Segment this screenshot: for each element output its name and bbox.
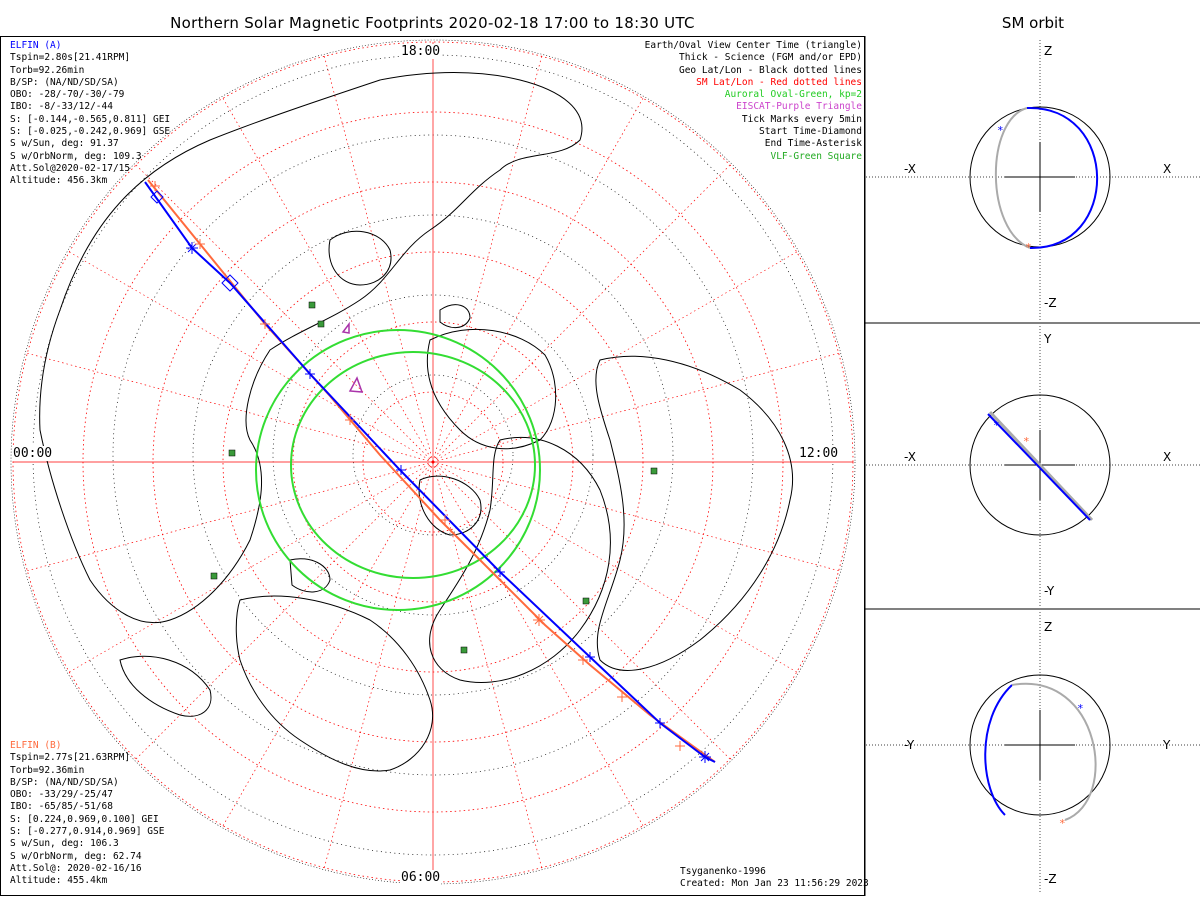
info-line: S: [-0.277,0.914,0.969] GSE: [10, 826, 165, 838]
panel1-right-label: X: [1163, 162, 1172, 176]
elfin-a-header: ELFIN (A): [10, 40, 62, 51]
svg-text:*: *: [993, 419, 1000, 432]
elfin-a-track: [144, 181, 716, 763]
panel3-left-label: -Y: [904, 738, 915, 752]
sm-meridian: [69, 461, 434, 673]
info-line: IBO: -65/85/-51/68: [10, 801, 113, 813]
mlt-label-top: 18:00: [400, 44, 442, 59]
elfin-b-track: [147, 179, 716, 763]
panel1-left-label: -X: [904, 162, 916, 176]
elfin-b-header: ELFIN (B): [10, 740, 62, 751]
info-line: S: [-0.144,-0.565,0.811] GEI: [10, 113, 171, 125]
sm-meridian: [323, 461, 434, 868]
legend-item: VLF-Green Square: [770, 150, 862, 162]
info-line: Altitude: 456.3km: [10, 175, 108, 187]
info-line: OBO: -28/-70/-30/-79: [10, 89, 125, 101]
mlt-label-right: 12:00: [798, 446, 840, 461]
svg-text:*: *: [1023, 435, 1030, 448]
sm-orbit-panel-xy: * *: [866, 326, 1200, 606]
info-line: Tspin=2.80s[21.41RPM]: [10, 52, 131, 64]
panel2-right-label: X: [1163, 450, 1172, 464]
panel2-bottom-label: -Y: [1044, 584, 1055, 598]
legend-item: Start Time-Diamond: [759, 126, 862, 138]
elfin-a-info: ELFIN (A) Tspin=2.80s[21.41RPM] Torb=92.2…: [10, 40, 170, 188]
info-line: S w/Sun, deg: 91.37: [10, 138, 119, 150]
legend-item: Thick - Science (FGM and/or EPD): [678, 52, 862, 64]
info-line: IBO: -8/-33/12/-44: [10, 101, 113, 113]
map-boundary: [10, 39, 856, 885]
legend-item: End Time-Asterisk: [764, 138, 862, 150]
legend-item: Tick Marks every 5min: [741, 113, 862, 125]
panel3-right-label: Y: [1163, 738, 1171, 752]
sm-orbit-title: SM orbit: [1001, 14, 1065, 32]
grid-meridians: [13, 42, 853, 882]
svg-text:*: *: [1025, 241, 1032, 254]
credits: Tsyganenko-1996 Created: Mon Jan 23 11:5…: [680, 866, 869, 891]
sm-meridian: [323, 56, 434, 463]
info-line: B/SP: (NA/ND/SD/SA): [10, 76, 119, 88]
sm-meridian: [222, 461, 434, 826]
eiscat-markers: [341, 321, 364, 393]
coastlines: [39, 72, 794, 772]
info-line: OBO: -33/29/-25/47: [10, 789, 113, 801]
svg-text:*: *: [1077, 702, 1084, 715]
model-name: Tsyganenko-1996: [680, 866, 766, 877]
info-line: S: [0.224,0.969,0.100] GEI: [10, 813, 159, 825]
elfin-b-info: ELFIN (B) Tspin=2.77s[21.63RPM] Torb=92.3…: [10, 740, 164, 888]
elfin-b-ticks: [150, 181, 685, 751]
vlf-stations: [210, 301, 658, 654]
info-line: Tspin=2.77s[21.63RPM]: [10, 752, 131, 764]
legend-item: SM Lat/Lon - Red dotted lines: [696, 76, 862, 88]
panel1-bottom-label: -Z: [1044, 296, 1057, 310]
sm-meridian: [432, 461, 731, 760]
svg-text:*: *: [997, 124, 1004, 137]
info-line: Torb=92.26min: [10, 64, 85, 76]
polar-map: * * * * * *: [10, 39, 1200, 892]
mlt-label-left: 00:00: [12, 446, 54, 461]
created-timestamp: Created: Mon Jan 23 11:56:29 2023: [680, 878, 869, 890]
sm-meridian: [432, 164, 731, 463]
legend-item: Geo Lat/Lon - Black dotted lines: [678, 64, 862, 76]
info-line: Att.Sol@: 2020-02-16/16: [10, 862, 142, 874]
legend: Earth/Oval View Center Time (triangle) Th…: [645, 40, 862, 163]
plot-title: Northern Solar Magnetic Footprints 2020-…: [170, 14, 695, 32]
legend-item: Auroral Oval-Green, kp=2: [724, 89, 862, 101]
sm-orbit-panel-xz: * *: [866, 40, 1200, 320]
elfin-a-ticks: [150, 190, 711, 763]
info-line: S w/Sun, deg: 106.3: [10, 838, 119, 850]
panel2-top-label: Y: [1044, 332, 1052, 346]
panel2-left-label: -X: [904, 450, 916, 464]
mlt-label-bottom: 06:00: [400, 870, 442, 885]
panel1-top-label: Z: [1044, 44, 1053, 58]
info-line: S w/OrbNorm, deg: 62.74: [10, 850, 142, 862]
sm-orbit-panel-yz: * *: [866, 612, 1200, 892]
info-line: S w/OrbNorm, deg: 109.3: [10, 150, 142, 162]
info-line: S: [-0.025,-0.242,0.969] GSE: [10, 126, 171, 138]
info-line: B/SP: (NA/ND/SD/SA): [10, 776, 119, 788]
auroral-oval: [255, 329, 541, 611]
legend-item: EISCAT-Purple Triangle: [736, 101, 862, 113]
sm-meridian: [432, 352, 839, 463]
info-line: Altitude: 455.4km: [10, 875, 108, 887]
svg-text:*: *: [1059, 817, 1066, 830]
legend-item: Earth/Oval View Center Time (triangle): [644, 40, 862, 51]
info-line: Torb=92.36min: [10, 764, 85, 776]
info-line: Att.Sol@2020-02-17/15: [10, 162, 131, 174]
sm-meridian: [432, 461, 644, 826]
panel3-top-label: Z: [1044, 620, 1053, 634]
panel3-bottom-label: -Z: [1044, 872, 1057, 886]
